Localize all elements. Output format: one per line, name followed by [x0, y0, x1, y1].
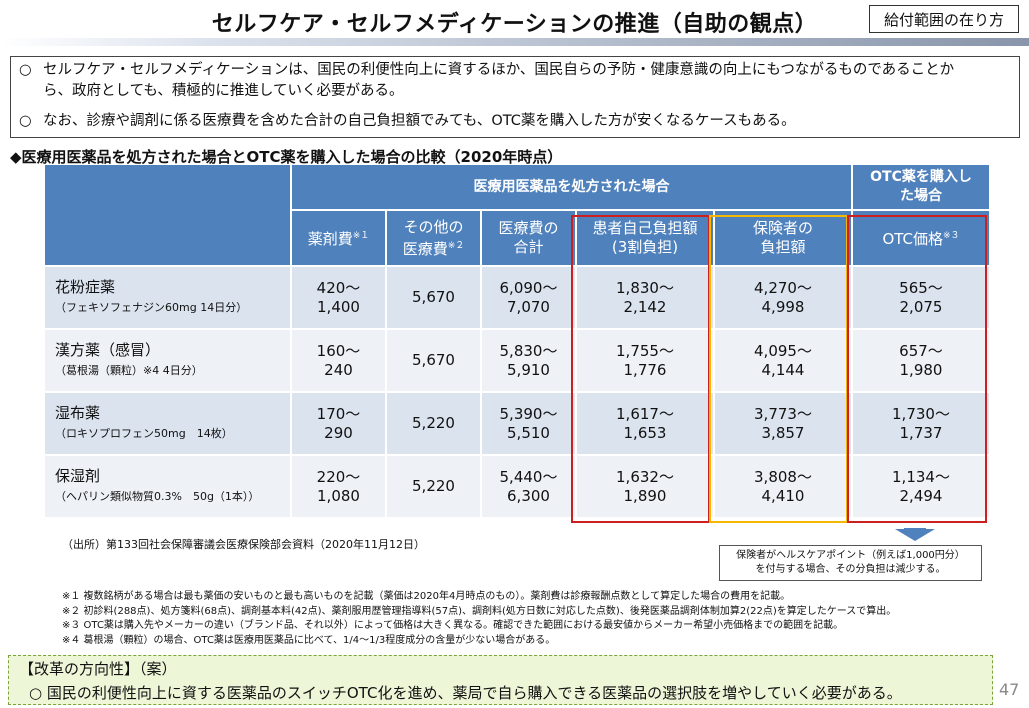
row-label: 花粉症薬 （フェキソフェナジン60mg 14日分）	[45, 267, 290, 328]
cell-value: 420～ 1,400	[292, 267, 385, 328]
section-title: ◆医療用医薬品を処方された場合とOTC薬を購入した場合の比較（2020年時点）	[10, 148, 563, 166]
table-row: 漢方薬（感冒） （葛根湯（顆粒）※4 4日分） 160～ 240 5,670 5,8…	[45, 330, 989, 391]
col-header-drug-cost: 薬剤費※１	[292, 211, 385, 265]
cell-value: 6,090～ 7,070	[482, 267, 575, 328]
cell-value: 220～ 1,080	[292, 456, 385, 517]
intro-line: なお、診療や調剤に係る医療費を含めた合計の自己負担額でみても、OTC薬を購入した…	[43, 113, 796, 129]
cell-value: 5,390～ 5,510	[482, 393, 575, 454]
reform-text: ○ 国民の利便性向上に資する医薬品のスイッチOTC化を進め、薬局で自ら購入できる…	[29, 684, 902, 702]
cell-value: 5,830～ 5,910	[482, 330, 575, 391]
cell-value: 1,632～ 1,890	[577, 456, 713, 517]
intro-box: ○ セルフケア・セルフメディケーションは、国民の利便性向上に資するほか、国民自らの…	[10, 56, 1020, 138]
header-rule	[0, 38, 1029, 46]
cell-value: 5,670	[387, 330, 480, 391]
cell-value: 5,440～ 6,300	[482, 456, 575, 517]
table-row: 湿布薬 （ロキソプロフェン50mg 14枚） 170～ 290 5,220 5,39…	[45, 393, 989, 454]
row-label: 保湿剤 （ヘパリン類似物質0.3% 50g（1本））	[45, 456, 290, 517]
col-header-patient-burden: 患者自己負担額 (3割負担)	[577, 211, 713, 265]
footnote: ※２ 初診料(288点)、処方箋料(68点)、調剤基本料(42点)、薬剤服用歴管…	[62, 605, 897, 617]
footnotes: ※１ 複数銘柄がある場合は最も薬価の安いものと最も高いものを記載（薬価は2020…	[62, 590, 1022, 648]
cell-value: 565～ 2,075	[853, 267, 989, 328]
down-arrow-icon	[895, 529, 935, 541]
intro-paragraph-2: ○ なお、診療や調剤に係る医療費を含めた合計の自己負担額でみても、OTC薬を購入し…	[19, 111, 796, 132]
category-badge: 給付範囲の在り方	[869, 5, 1019, 33]
row-label: 漢方薬（感冒） （葛根湯（顆粒）※4 4日分）	[45, 330, 290, 391]
cell-value: 4,270～ 4,998	[715, 267, 851, 328]
col-header-total-cost: 医療費の 合計	[482, 211, 575, 265]
cell-value: 1,617～ 1,653	[577, 393, 713, 454]
callout-box: 保険者がヘルスケアポイント（例えば1,000円分） を付与する場合、その分負担は減…	[719, 545, 982, 581]
row-label: 湿布薬 （ロキソプロフェン50mg 14枚）	[45, 393, 290, 454]
col-header-insurer-burden: 保険者の 負担額	[715, 211, 851, 265]
intro-paragraph-1: ○ セルフケア・セルフメディケーションは、国民の利便性向上に資するほか、国民自らの…	[19, 60, 954, 102]
table-row: 花粉症薬 （フェキソフェナジン60mg 14日分） 420～ 1,400 5,670…	[45, 267, 989, 328]
corner-header-cell	[45, 165, 290, 265]
intro-line: ら、政府としても、積極的に推進していく必要がある。	[43, 83, 404, 99]
table-row: 保湿剤 （ヘパリン類似物質0.3% 50g（1本）） 220～ 1,080 5,22…	[45, 456, 989, 517]
page-number: 47	[999, 680, 1020, 699]
cell-value: 1,830～ 2,142	[577, 267, 713, 328]
footnote: ※１ 複数銘柄がある場合は最も薬価の安いものと最も高いものを記載（薬価は2020…	[62, 591, 791, 602]
cell-value: 5,220	[387, 456, 480, 517]
col-header-otc-price: OTC価格※３	[853, 211, 989, 265]
cell-value: 1,134～ 2,494	[853, 456, 989, 517]
bullet-icon: ○	[19, 113, 32, 129]
cell-value: 5,220	[387, 393, 480, 454]
cell-value: 1,755～ 1,776	[577, 330, 713, 391]
group-header-rx: 医療用医薬品を処方された場合	[292, 165, 851, 209]
cell-value: 5,670	[387, 267, 480, 328]
footnote: ※３ OTC薬は購入先やメーカーの違い（ブランド品、それ以外）によって価格は大き…	[62, 620, 844, 631]
reform-box: 【改革の方向性】（案） ○ 国民の利便性向上に資する医薬品のスイッチOTC化を進…	[8, 655, 993, 705]
comparison-table: 医療用医薬品を処方された場合 OTC薬を購入し た場合 薬剤費※１ その他の 医療費…	[43, 163, 991, 519]
cell-value: 1,730～ 1,737	[853, 393, 989, 454]
cell-value: 170～ 290	[292, 393, 385, 454]
cell-value: 3,808～ 4,410	[715, 456, 851, 517]
group-header-otc: OTC薬を購入し た場合	[853, 165, 989, 209]
source-note: （出所）第133回社会保障審議会医療保険部会資料（2020年11月12日）	[62, 538, 425, 551]
col-header-other-cost: その他の 医療費※２	[387, 211, 480, 265]
footnote: ※４ 葛根湯（顆粒）の場合、OTC薬は医療用医薬品に比べて、1/4～1/3程度成…	[62, 634, 556, 646]
cell-value: 160～ 240	[292, 330, 385, 391]
cell-value: 4,095～ 4,144	[715, 330, 851, 391]
bullet-icon: ○	[29, 684, 43, 702]
page-title: セルフケア・セルフメディケーションの推進（自助の観点）	[211, 12, 818, 37]
cell-value: 3,773～ 3,857	[715, 393, 851, 454]
reform-heading: 【改革の方向性】（案）	[19, 660, 177, 678]
bullet-icon: ○	[19, 62, 32, 78]
intro-line: セルフケア・セルフメディケーションは、国民の利便性向上に資するほか、国民自らの予…	[43, 62, 955, 78]
cell-value: 657～ 1,980	[853, 330, 989, 391]
